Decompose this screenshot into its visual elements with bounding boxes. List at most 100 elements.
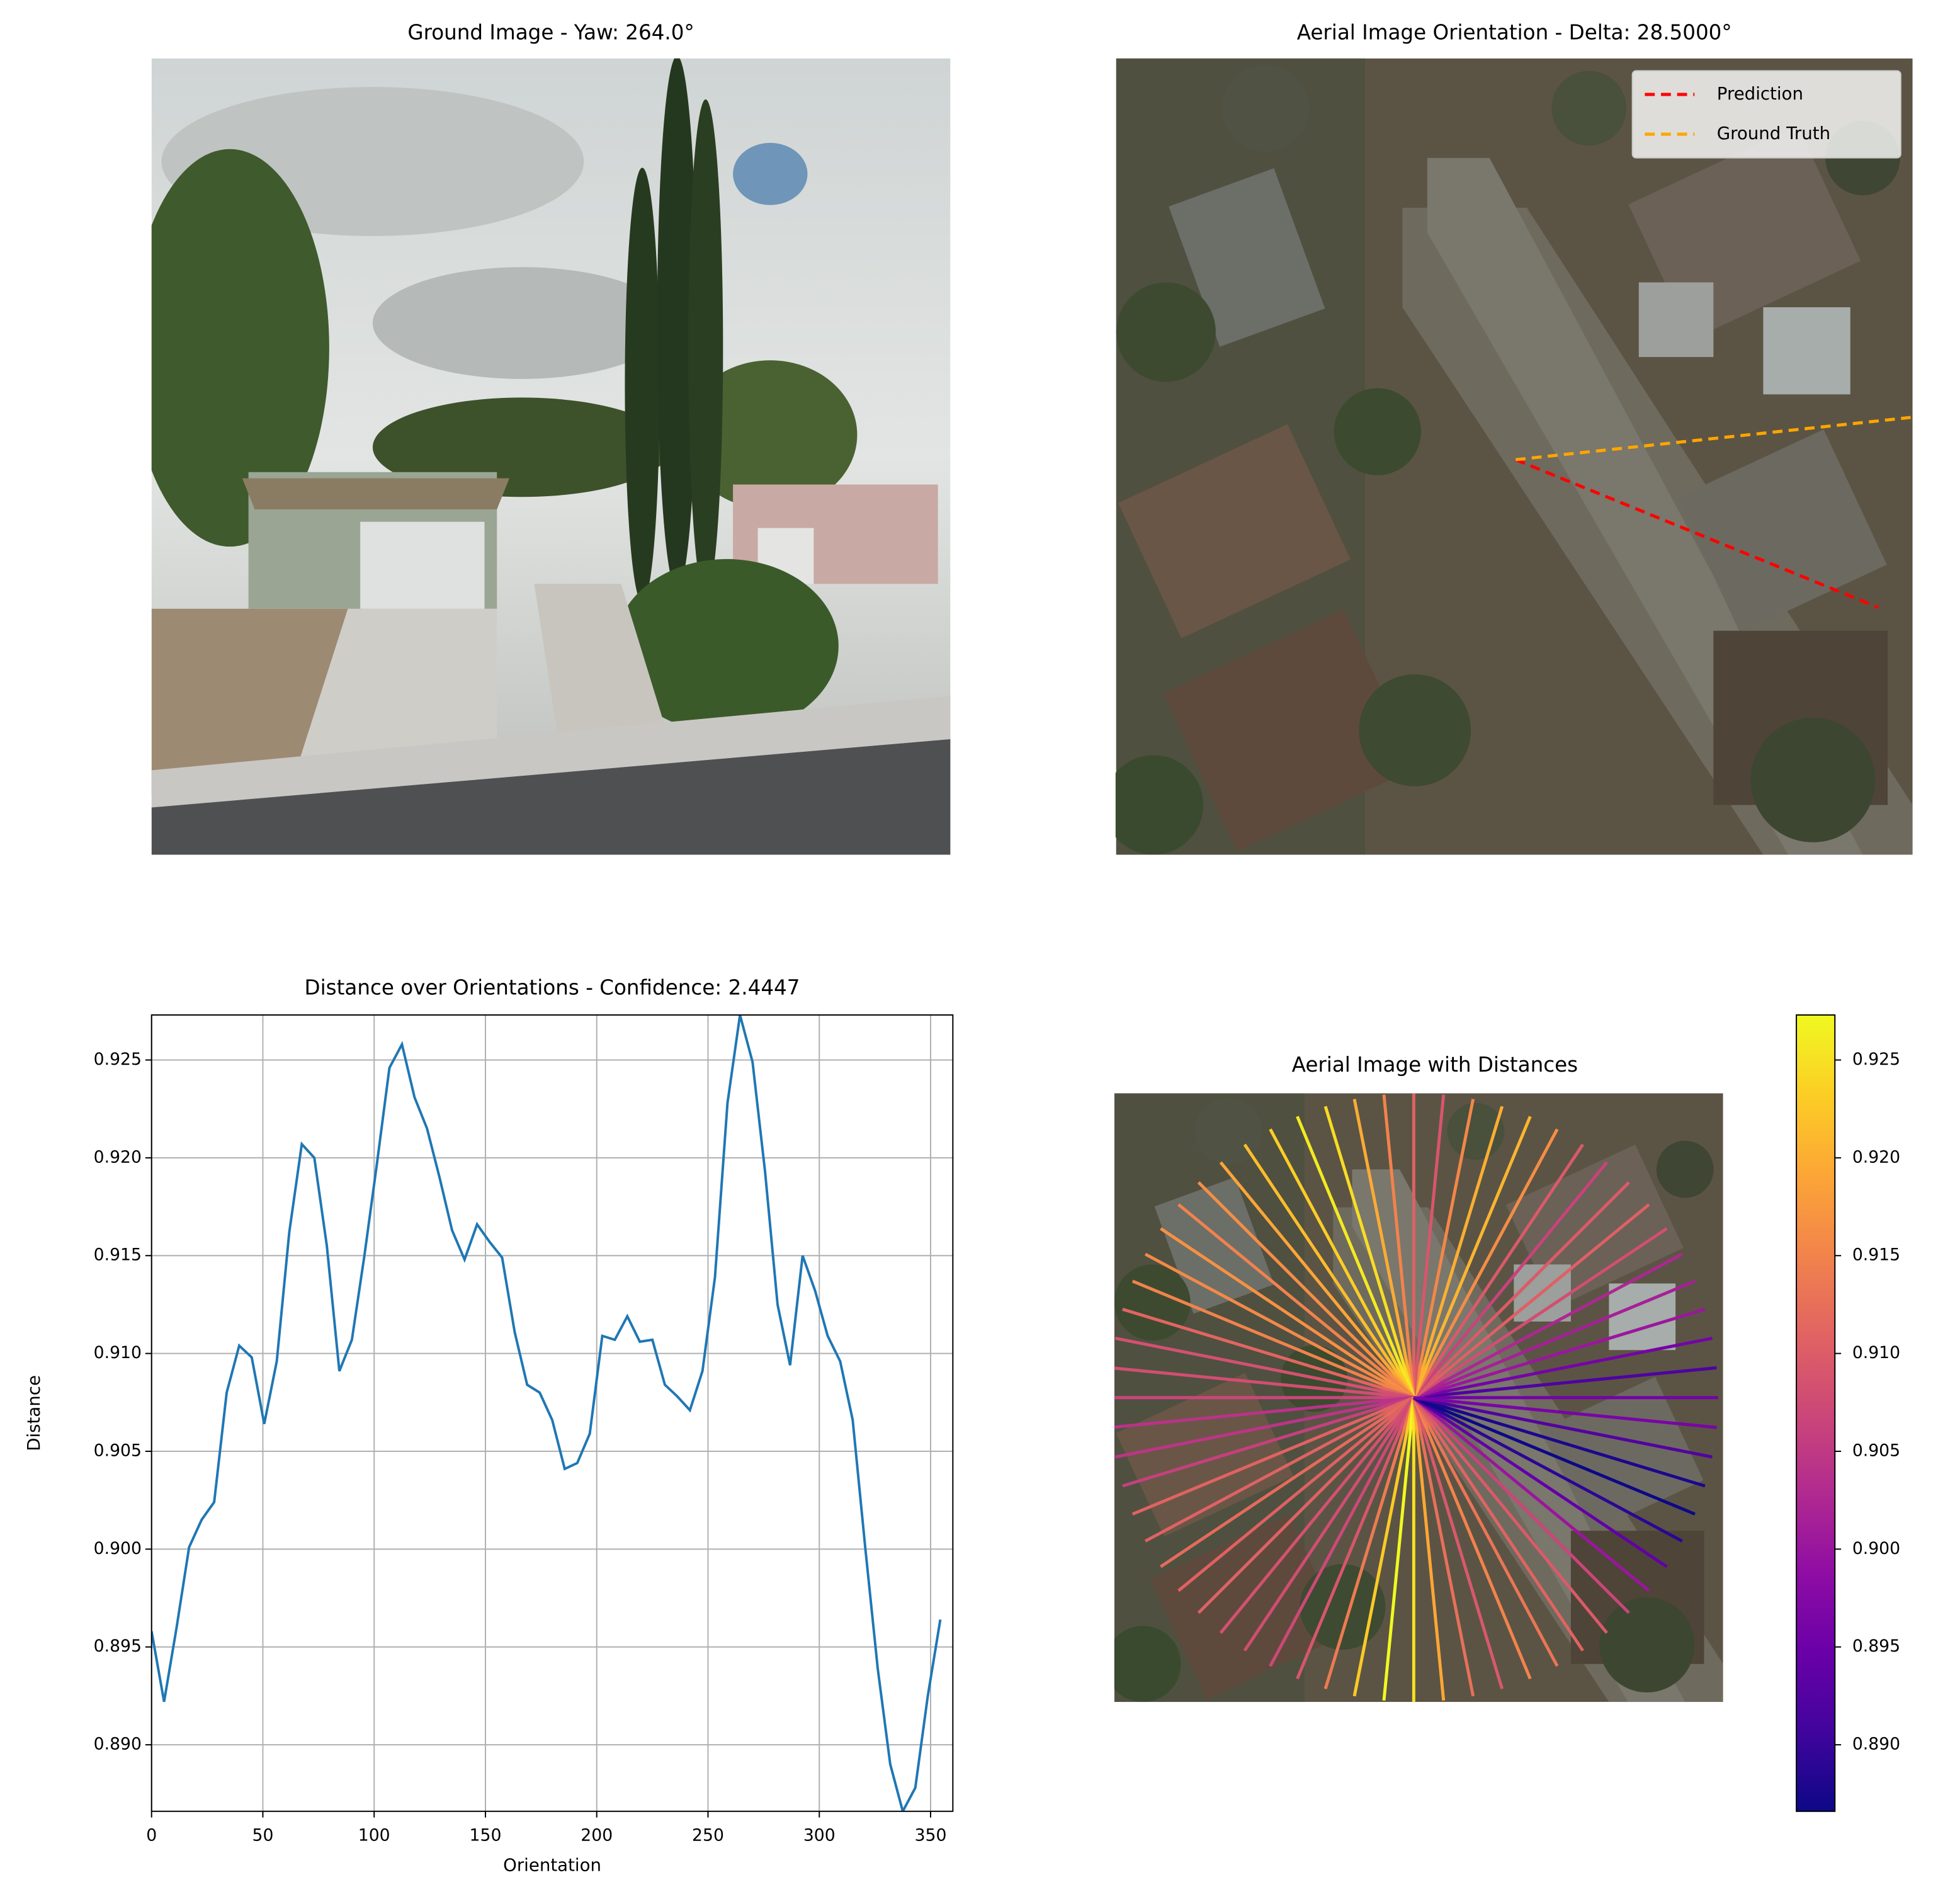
legend-box: [1631, 70, 1901, 159]
distance-ray: [1412, 1397, 1532, 1680]
distance-ray: [1323, 1106, 1415, 1398]
chart-title: Distance over Orientations - Confidence:…: [305, 976, 800, 1000]
distance-ray: [1197, 1396, 1415, 1614]
distance-ray: [1412, 1396, 1630, 1614]
x-tick-label: 200: [581, 1826, 613, 1845]
distance-ray: [1114, 1396, 1414, 1459]
y-tick-label: 0.910: [94, 1343, 142, 1363]
panel-title: Ground Image - Yaw: 264.0°: [407, 20, 694, 44]
distance-ray: [1412, 1203, 1650, 1399]
distance-ray: [1382, 1094, 1415, 1398]
distance-ray: [1412, 1106, 1504, 1398]
distance-ray: [1160, 1396, 1415, 1568]
distance-ray: [1412, 1397, 1446, 1701]
ground-image: [151, 58, 951, 855]
distance-ray: [1269, 1128, 1415, 1398]
colorbar-tick-label: 0.920: [1852, 1147, 1900, 1167]
chart-title: Aerial Image with Distances: [1292, 1053, 1578, 1077]
distance-ray: [1296, 1116, 1415, 1398]
panel-title: Aerial Image Orientation - Delta: 28.500…: [1297, 20, 1732, 44]
x-tick-label: 50: [252, 1826, 274, 1845]
distance-ray: [1114, 1337, 1414, 1400]
distance-ray: [1412, 1227, 1668, 1399]
distance-ray: [1413, 1396, 1713, 1459]
colorbar-tick-label: 0.890: [1852, 1735, 1900, 1754]
distance-ray: [1412, 1116, 1532, 1398]
distance-ray: [1296, 1397, 1415, 1680]
x-tick-label: 250: [692, 1826, 724, 1845]
distance-ray: [1413, 1396, 1706, 1488]
x-tick-label: 150: [470, 1826, 502, 1845]
distance-ray: [1413, 1279, 1696, 1400]
distance-ray: [1412, 1161, 1608, 1399]
distance-ray: [1122, 1308, 1415, 1400]
data-line: [151, 1015, 942, 1811]
distance-ray: [1197, 1181, 1415, 1399]
distance-ray: [1413, 1308, 1706, 1400]
distance-ray: [1412, 1397, 1475, 1697]
x-tick-label: 350: [915, 1826, 947, 1845]
y-tick-label: 0.890: [94, 1735, 142, 1754]
distance-ray: [1414, 1396, 1717, 1429]
legend-label: Ground Truth: [1717, 123, 1830, 144]
distance-ray: [1412, 1181, 1630, 1399]
distance-ray: [1114, 1366, 1414, 1400]
y-tick-label: 0.905: [94, 1441, 142, 1461]
y-tick-label: 0.920: [94, 1147, 142, 1167]
y-tick-label: 0.915: [94, 1245, 142, 1265]
radial-lines: [1114, 1093, 1718, 1703]
colorbar-tick-label: 0.905: [1852, 1441, 1900, 1461]
distance-ray: [1413, 1337, 1713, 1400]
y-axis-label: Distance: [23, 1375, 44, 1451]
distance-ray: [1413, 1396, 1683, 1543]
x-axis-label: Orientation: [503, 1855, 601, 1876]
distance-ray: [1177, 1203, 1415, 1399]
distance-ray: [1412, 1094, 1446, 1398]
axes-frame: [150, 1014, 954, 1812]
distance-ray: [1243, 1143, 1415, 1399]
legend-label: Prediction: [1717, 83, 1803, 104]
aerial-image: [1115, 58, 1913, 855]
colorbar-tick-label: 0.915: [1852, 1245, 1900, 1265]
distance-ray: [1177, 1396, 1415, 1592]
y-tick-label: 0.895: [94, 1636, 142, 1656]
distance-ray: [1413, 1252, 1683, 1399]
distance-ray: [1243, 1397, 1415, 1652]
distance-ray: [1382, 1397, 1415, 1701]
distance-ray: [1412, 1143, 1584, 1399]
distance-ray: [1122, 1396, 1415, 1488]
y-tick-label: 0.925: [94, 1050, 142, 1069]
distance-ray: [1131, 1396, 1415, 1516]
colorbar-tick-label: 0.895: [1852, 1636, 1900, 1656]
chart-layer: Ground Image - Yaw: 264.0° Aerial Image O…: [23, 20, 1901, 1876]
x-tick-label: 300: [803, 1826, 836, 1845]
colorbar-tick-label: 0.900: [1852, 1539, 1900, 1558]
distance-ray: [1160, 1227, 1415, 1399]
distance-ray: [1144, 1396, 1415, 1543]
distance-ray: [1114, 1396, 1414, 1429]
distance-ray: [1219, 1397, 1415, 1634]
ground-truth-line: [1515, 416, 1911, 462]
distance-ray: [1413, 1396, 1696, 1516]
colorbar: [1796, 1014, 1836, 1812]
distance-ray: [1412, 1397, 1584, 1652]
distance-ray: [1412, 1397, 1608, 1634]
distance-ray: [1352, 1397, 1415, 1697]
distance-ray: [1144, 1252, 1415, 1399]
distance-ray: [1412, 1397, 1559, 1667]
distance-ray: [1131, 1279, 1415, 1400]
distance-ray: [1412, 1397, 1504, 1690]
colorbar-tick-label: 0.925: [1852, 1050, 1900, 1069]
distance-ray: [1414, 1366, 1717, 1400]
distance-ray: [1412, 1128, 1559, 1398]
x-tick-label: 0: [146, 1826, 157, 1845]
distance-ray: [1412, 1396, 1668, 1568]
distance-ray: [1412, 1396, 1650, 1592]
distance-ray: [1352, 1099, 1415, 1398]
x-tick-label: 100: [358, 1826, 390, 1845]
distance-ray: [1269, 1397, 1415, 1667]
distance-ray: [1323, 1397, 1415, 1690]
distance-ray: [1412, 1099, 1475, 1398]
